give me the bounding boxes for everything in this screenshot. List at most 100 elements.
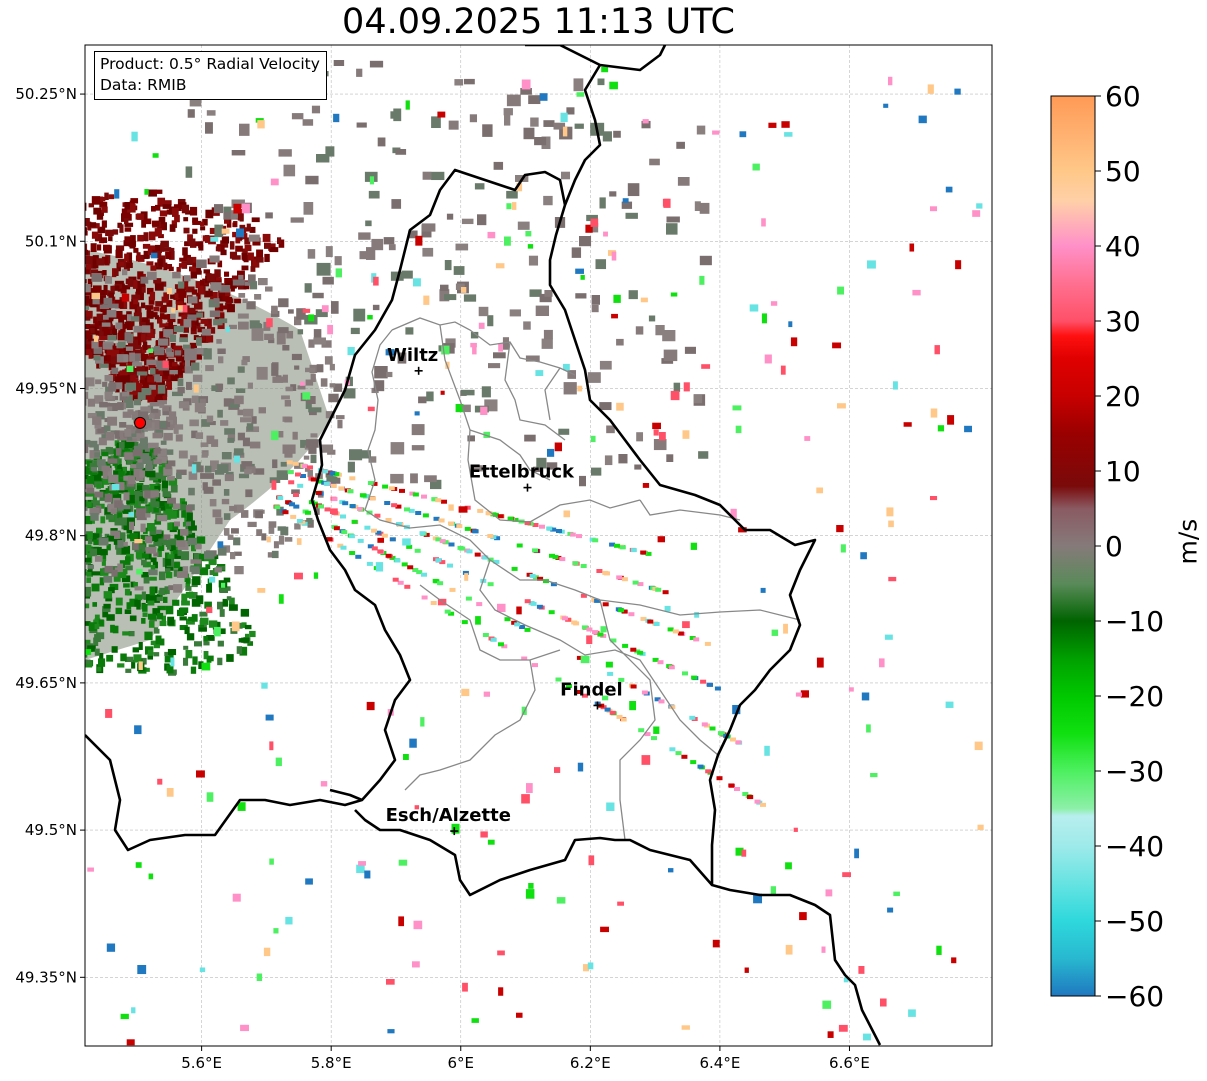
echo-pixel: [296, 308, 306, 320]
echo-pixel: [66, 266, 73, 272]
echo-pixel: [294, 316, 302, 326]
echo-pixel: [8, 375, 15, 380]
echo-pixel: [188, 487, 195, 496]
echo-pixel: [121, 545, 131, 555]
echo-pixel: [256, 249, 264, 258]
echo-pixel: [629, 701, 637, 711]
echo-pixel: [320, 781, 328, 787]
echo-pixel: [179, 607, 189, 613]
echo-pixel: [231, 150, 246, 156]
echo-pixel: [204, 551, 215, 560]
echo-pixel: [140, 276, 149, 284]
echo-pixel: [199, 567, 209, 576]
echo-pixel: [196, 770, 205, 778]
echo-pixel: [68, 258, 76, 265]
echo-pixel: [36, 408, 41, 412]
echo-pixel: [51, 549, 61, 557]
echo-pixel: [597, 78, 605, 86]
echo-pixel: [64, 255, 73, 259]
echo-pixel: [101, 206, 108, 213]
echo-pixel: [945, 186, 953, 193]
echo-pixel: [85, 439, 91, 445]
echo-pixel: [277, 496, 284, 500]
echo-pixel: [128, 512, 134, 517]
echo-pixel: [151, 206, 156, 212]
echo-pixel: [255, 257, 264, 263]
echo-pixel: [620, 717, 627, 722]
echo-pixel: [883, 103, 889, 108]
echo-pixel: [114, 517, 123, 526]
echo-pixel: [135, 344, 141, 350]
echo-pixel: [124, 348, 132, 357]
echo-pixel: [136, 306, 142, 316]
echo-pixel: [161, 615, 166, 623]
echo-pixel: [323, 481, 330, 486]
echo-pixel: [55, 506, 59, 515]
echo-pixel: [385, 553, 392, 558]
echo-pixel: [349, 551, 356, 555]
echo-pixel: [330, 483, 337, 488]
echo-pixel: [57, 312, 64, 317]
echo-pixel: [146, 523, 155, 532]
echo-pixel: [71, 291, 75, 299]
echo-pixel: [99, 363, 109, 368]
echo-pixel: [124, 332, 131, 342]
echo-pixel: [422, 513, 429, 518]
echo-pixel: [340, 514, 346, 519]
echo-pixel: [128, 475, 136, 485]
echo-pixel: [454, 79, 464, 86]
echo-pixel: [99, 335, 108, 340]
echo-pixel: [461, 218, 474, 225]
echo-pixel: [153, 306, 160, 312]
echo-pixel: [320, 378, 328, 387]
echo-pixel: [185, 650, 193, 659]
echo-pixel: [590, 435, 596, 443]
echo-pixel: [89, 508, 100, 515]
echo-pixel: [156, 360, 167, 370]
echo-pixel: [287, 470, 294, 475]
echo-pixel: [587, 962, 594, 970]
echo-pixel: [642, 483, 650, 488]
echo-pixel: [56, 643, 62, 648]
echo-pixel: [103, 425, 111, 432]
echo-pixel: [148, 189, 157, 197]
echo-pixel: [97, 340, 105, 347]
echo-pixel: [693, 394, 703, 404]
colorbar-label: m/s: [1173, 518, 1203, 565]
echo-pixel: [529, 289, 542, 297]
echo-pixel: [269, 477, 281, 484]
echo-pixel: [141, 333, 146, 343]
echo-pixel: [166, 449, 174, 455]
echo-pixel: [139, 321, 146, 327]
echo-pixel: [158, 258, 163, 267]
echo-pixel: [143, 232, 149, 242]
echo-pixel: [858, 966, 865, 974]
echo-pixel: [371, 546, 378, 551]
echo-pixel: [194, 553, 202, 561]
lat-tick-label: 49.95°N: [15, 379, 77, 397]
echo-pixel: [788, 321, 793, 328]
echo-pixel: [185, 166, 193, 178]
echo-pixel: [168, 538, 177, 546]
echo-pixel: [313, 337, 326, 345]
echo-pixel: [310, 454, 317, 464]
echo-pixel: [242, 356, 250, 362]
echo-pixel: [108, 323, 113, 330]
echo-pixel: [73, 258, 78, 266]
echo-pixel: [467, 435, 475, 442]
echo-pixel: [418, 396, 427, 404]
echo-pixel: [85, 264, 92, 270]
echo-pixel: [550, 527, 557, 532]
echo-pixel: [602, 602, 609, 607]
echo-pixel: [670, 390, 680, 401]
echo-pixel: [575, 690, 582, 694]
echo-pixel: [310, 433, 318, 438]
echo-pixel: [974, 741, 983, 751]
echo-pixel: [464, 505, 471, 510]
echo-pixel: [194, 641, 202, 647]
echo-pixel: [297, 385, 306, 390]
echo-pixel: [501, 644, 508, 649]
echo-pixel: [68, 287, 77, 293]
echo-pixel: [73, 426, 80, 432]
echo-pixel: [174, 424, 184, 430]
